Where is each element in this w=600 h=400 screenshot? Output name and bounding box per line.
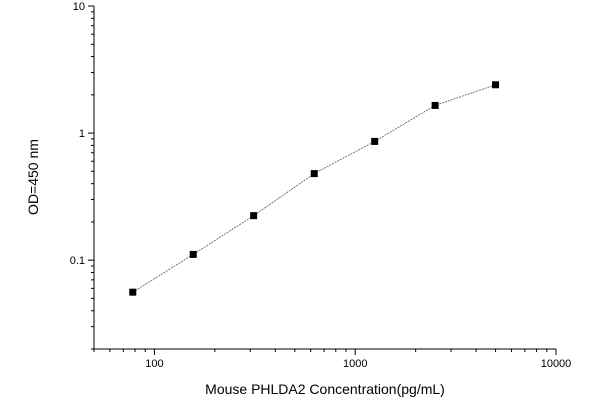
axes	[93, 6, 556, 350]
data-point	[492, 81, 500, 89]
y-tick-label: 10	[73, 1, 85, 13]
y-tick-label: 1	[79, 128, 85, 140]
x-axis-title: Mouse PHLDA2 Concentration(pg/mL)	[205, 381, 445, 397]
y-axis-title: OD=450 nm	[25, 139, 41, 215]
data-point	[371, 137, 379, 145]
x-tick-label: 10000	[541, 358, 572, 370]
x-axis-ticks: 100 1000 10000	[93, 349, 572, 370]
data-series	[129, 81, 500, 296]
data-point	[250, 212, 258, 220]
data-point	[129, 288, 137, 296]
series-line	[132, 84, 496, 293]
x-tick-label: 1000	[343, 358, 367, 370]
y-tick-label: 0.1	[70, 255, 85, 267]
data-point	[431, 101, 439, 109]
data-point	[189, 250, 197, 258]
x-tick-label: 100	[145, 358, 163, 370]
y-axis-ticks: 0.1 1 10	[70, 1, 94, 350]
data-point	[310, 170, 318, 178]
